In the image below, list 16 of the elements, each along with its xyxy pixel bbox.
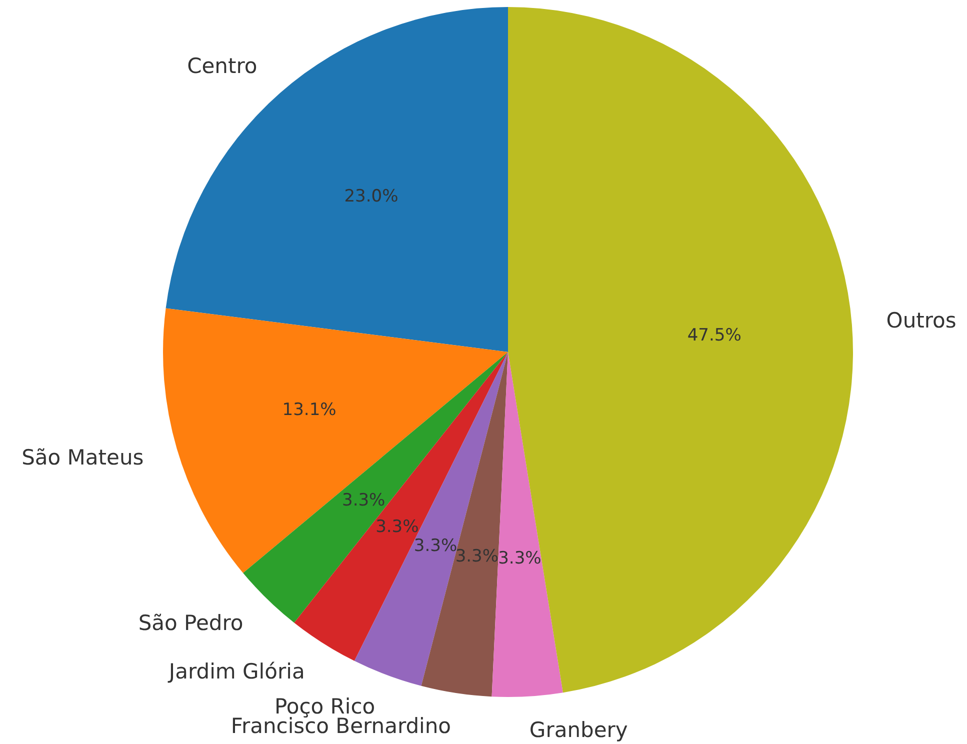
slice-label: Poço Rico — [274, 694, 376, 718]
data-label: 3.3% — [498, 548, 542, 569]
slice-label: Outros — [886, 308, 956, 333]
data-label: 13.1% — [282, 400, 336, 420]
data-label: 3.3% — [414, 536, 458, 556]
slice-label: Jardim Glória — [166, 660, 305, 684]
data-label: 3.3% — [455, 546, 499, 567]
data-label: 3.3% — [376, 516, 419, 537]
slice-label: São Mateus — [22, 445, 144, 470]
slice-label: Centro — [187, 54, 258, 78]
data-label: 47.5% — [687, 325, 742, 346]
slice-label: São Pedro — [138, 610, 244, 635]
data-label: 23.0% — [344, 186, 398, 207]
pie-slice — [166, 7, 508, 352]
slice-label: Granbery — [529, 718, 628, 742]
data-label: 3.3% — [342, 490, 386, 510]
